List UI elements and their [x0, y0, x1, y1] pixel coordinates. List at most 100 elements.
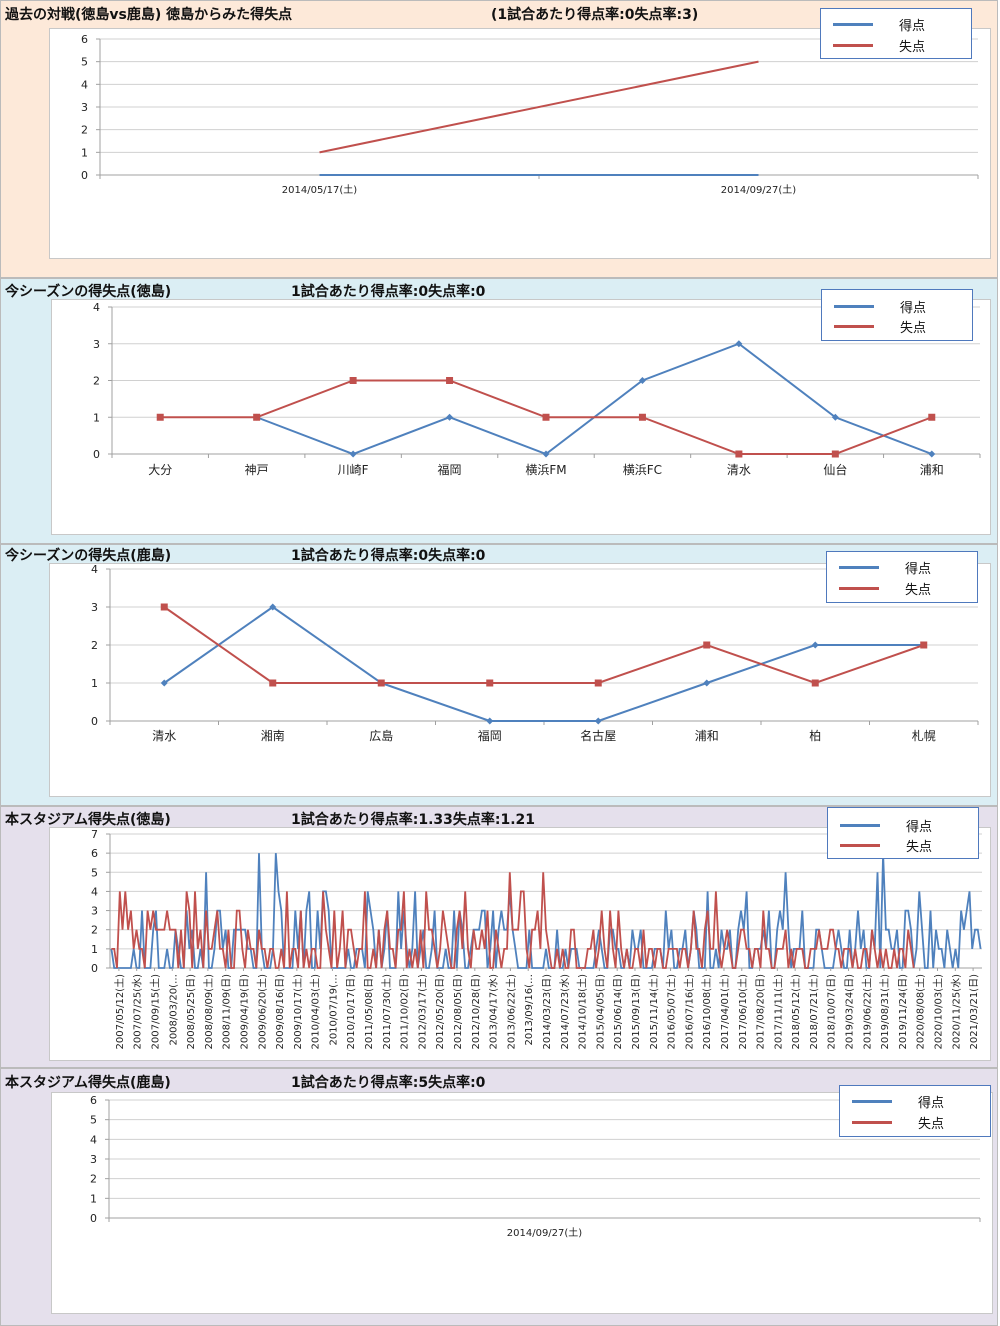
legend-label-goals: 得点 [905, 561, 932, 577]
data-point-goals [928, 450, 936, 458]
x-tick-label: 2020/10/03(土) [932, 974, 945, 1050]
x-tick-label: 2018/05/12(土) [789, 974, 802, 1050]
data-point-goals [349, 450, 357, 458]
legend-swatch-conceded [852, 1120, 892, 1124]
x-tick-label: 2008/03/20(… [168, 974, 179, 1046]
x-tick-label: 2008/05/25(日) [186, 974, 197, 1050]
legend-swatch-goals [839, 565, 879, 569]
x-tick-label: 福岡 [478, 728, 502, 743]
x-tick-label: 2011/07/30(土) [380, 974, 393, 1050]
x-tick-label: 福岡 [438, 462, 462, 477]
x-tick-label: 2010/07/19(… [328, 974, 339, 1046]
data-point-goals [594, 717, 602, 725]
y-tick-label: 1 [93, 411, 100, 424]
y-tick-label: 1 [81, 146, 88, 159]
chart-area: 0 1 2 3 4 5 6 2014/05/17(土) 2014/09/27(土) [49, 28, 991, 259]
x-tick-label: 川崎F [338, 463, 369, 477]
legend: 得点 失点 [839, 1085, 991, 1137]
x-tick-label: 2008/11/09(日) [222, 974, 233, 1050]
legend-swatch-conceded [840, 843, 880, 847]
y-tick-label: 2 [81, 124, 88, 137]
data-point-goals [160, 679, 168, 687]
series-conceded-line [111, 872, 915, 969]
x-tick-label: 横浜FM [525, 463, 566, 477]
section-stadium-tokushima: 本スタジアム得失点(徳島) 1試合あたり得点率:1.33失点率:1.21 0 1 2… [0, 806, 998, 1068]
data-point-goals [811, 641, 819, 649]
y-tick-label: 2 [91, 924, 98, 937]
data-point-goals [269, 603, 277, 611]
x-tick-label: 2020/11/25(水) [950, 974, 962, 1050]
legend-label-goals: 得点 [900, 300, 927, 316]
legend-swatch-goals [840, 823, 880, 827]
chart-season-tokushima: 0 1 2 3 4 大分 神戸 川崎F 福岡 横浜FM 横浜FC 清水 仙台 浦和 [93, 301, 981, 477]
x-tick-label: 札幌 [912, 728, 936, 743]
x-tick-label: 2009/04/19(日) [239, 974, 250, 1050]
data-point-goals [446, 413, 454, 421]
chart-head-to-head: 0 1 2 3 4 5 6 2014/05/17(土) 2014/09/27(土) [81, 33, 979, 196]
legend-swatch-goals [852, 1099, 892, 1103]
x-tick-label: 2016/05/07(土) [665, 974, 678, 1050]
chart-season-kashima: 0 1 2 3 4 清水 湘南 広島 福岡 名古屋 浦和 柏 札幌 [91, 563, 979, 743]
chart-stadium-tokushima: 0 1 2 3 4 5 6 7 2007/05/12(土) 2007/07/25(水) 2007/0… [91, 828, 982, 1050]
legend-swatch-conceded [834, 324, 874, 328]
x-tick-label: 2008/08/09(土) [202, 974, 215, 1050]
data-point-conceded [377, 679, 385, 687]
x-tick-label: 2019/03/24(日) [845, 974, 856, 1050]
series-conceded-line [319, 60, 759, 154]
x-tick-label: 2021/03/21(日) [969, 974, 980, 1050]
x-tick-label: 2012/05/20(日) [435, 974, 446, 1050]
legend-item-goals: 得点 [840, 816, 933, 835]
legend-label-conceded: 失点 [906, 839, 933, 855]
x-tick-label: 2015/04/05(日) [595, 974, 606, 1050]
x-tick-label: 2019/08/31(土) [878, 974, 891, 1050]
data-point-conceded [253, 413, 261, 421]
legend-label-conceded: 失点 [905, 582, 932, 598]
legend-item-goals: 得点 [834, 297, 927, 316]
y-tick-label: 4 [93, 301, 100, 314]
x-tick-label: 仙台 [823, 462, 847, 477]
data-point-conceded [486, 679, 494, 687]
legend-item-goals: 得点 [839, 558, 932, 577]
section-title: 今シーズンの得失点(徳島) [5, 284, 172, 300]
x-tick-label: 2012/08/05(日) [453, 974, 464, 1050]
x-tick-label: 2009/10/17(土) [291, 974, 304, 1050]
data-point-conceded [928, 413, 936, 421]
x-tick-label: 2014/03/23(日) [542, 974, 553, 1050]
data-point-conceded [638, 413, 646, 421]
series-conceded-line [163, 606, 925, 685]
y-tick-label: 1 [91, 943, 98, 956]
x-tick-label: 2007/05/12(土) [113, 974, 126, 1050]
x-tick-label: 2019/06/22(土) [860, 974, 873, 1050]
y-tick-label: 4 [81, 78, 88, 91]
data-point-goals [542, 450, 550, 458]
data-point-conceded [160, 603, 168, 611]
section-title: 本スタジアム得失点(鹿島) [5, 1075, 171, 1091]
y-tick-label: 5 [91, 866, 98, 879]
data-point-conceded [349, 377, 357, 384]
y-tick-label: 1 [91, 677, 98, 690]
legend-label-goals: 得点 [906, 819, 933, 835]
data-point-goals [735, 340, 743, 348]
section-season-kashima: 今シーズンの得失点(鹿島) 1試合あたり得点率:0失点率:0 0 1 2 3 4 清水 湘南… [0, 544, 998, 806]
x-tick-label: 2014/10/18(土) [576, 974, 589, 1050]
section-subtitle: 1試合あたり得点率:0失点率:0 [291, 548, 486, 564]
data-point-conceded [542, 413, 550, 421]
y-tick-label: 2 [90, 1173, 97, 1186]
section-season-tokushima: 今シーズンの得失点(徳島) 1試合あたり得点率:0失点率:0 0 1 2 3 4 大分 神戸… [0, 278, 998, 544]
data-point-goals [703, 679, 711, 687]
legend-swatch-conceded [839, 586, 879, 590]
series-goals-line [256, 342, 933, 456]
legend-swatch-goals [834, 304, 874, 308]
data-point-conceded [594, 679, 602, 687]
x-tick-label: 2014/07/23(水) [559, 974, 571, 1050]
data-point-conceded [446, 377, 454, 384]
y-tick-label: 0 [91, 715, 98, 728]
x-tick-label: 柏 [809, 728, 821, 743]
y-tick-label: 3 [90, 1153, 97, 1166]
y-tick-label: 3 [93, 338, 100, 351]
y-tick-label: 3 [81, 101, 88, 114]
legend-item-conceded: 失点 [833, 36, 925, 55]
x-tick-label: 2013/09/16(… [524, 974, 535, 1046]
x-tick-label: 2014/09/27(土) [721, 183, 797, 196]
section-subtitle: 1試合あたり得点率:0失点率:0 [291, 284, 486, 300]
